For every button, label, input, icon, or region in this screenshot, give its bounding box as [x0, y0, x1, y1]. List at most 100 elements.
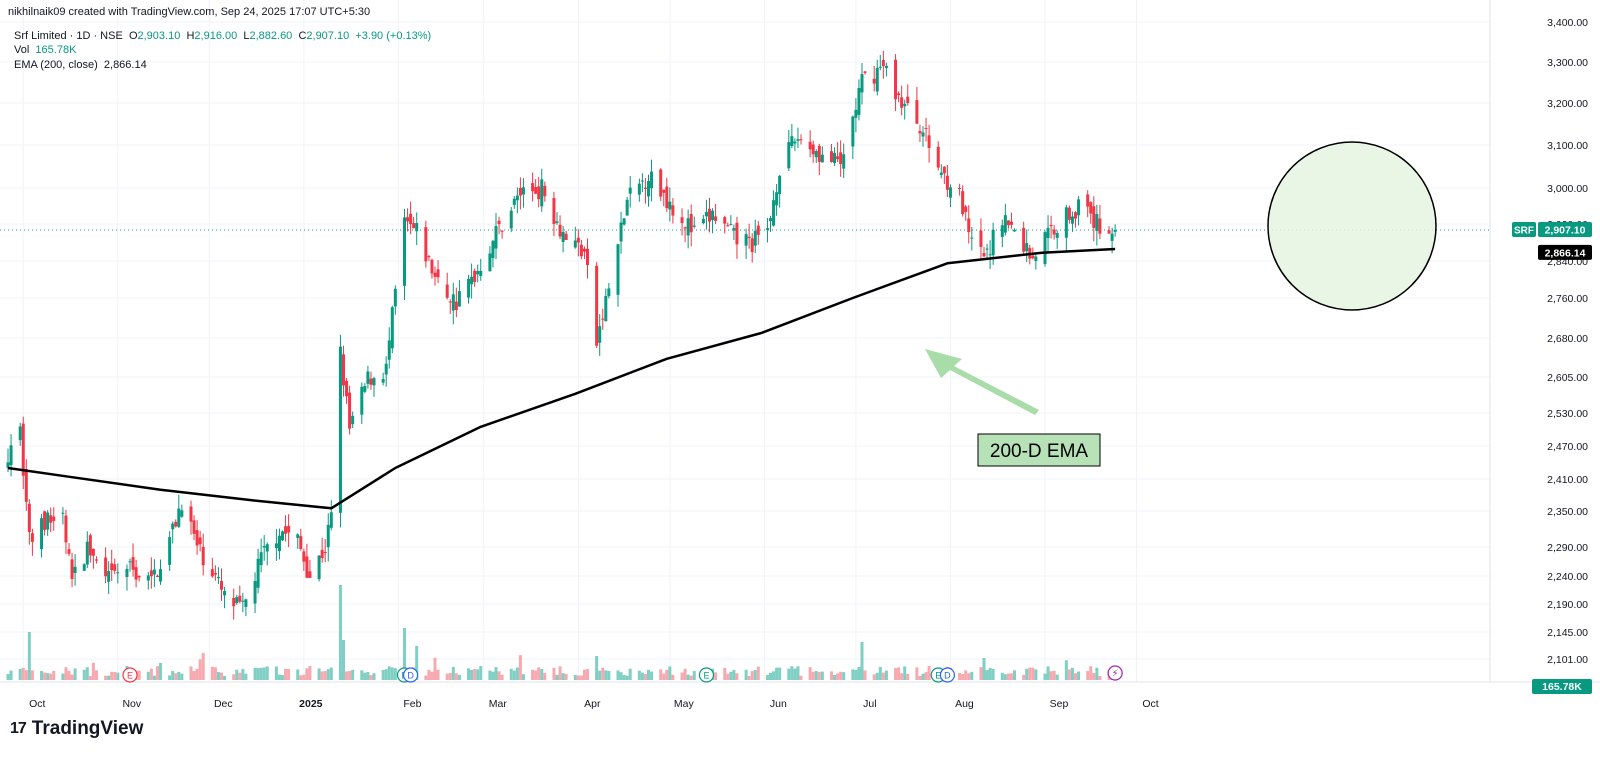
- dividend-icon: [939, 667, 956, 683]
- volume-badge-label: 165.78K: [1542, 681, 1582, 693]
- candle-body: [924, 127, 928, 129]
- tradingview-logo[interactable]: 17 TradingView: [10, 718, 143, 740]
- volume-bar: [30, 670, 34, 680]
- candle-body: [857, 87, 861, 115]
- candle-body: [897, 93, 901, 96]
- candle-body: [543, 185, 547, 197]
- candle-body: [1098, 218, 1102, 234]
- candle-body: [457, 291, 461, 307]
- candles: [6, 50, 1117, 620]
- candle-body: [1074, 212, 1077, 219]
- candle-body: [793, 141, 797, 144]
- candle-body: [61, 512, 65, 514]
- candle-body: [412, 223, 416, 229]
- x-tick-label: 2025: [299, 698, 323, 710]
- volume-bar: [543, 672, 547, 680]
- candle-body: [790, 136, 794, 147]
- volume-bar: [836, 673, 840, 680]
- x-axis[interactable]: Oct Nov Dec 2025 Feb Mar Apr May Jun Jul Aug Sep Oct: [29, 698, 1159, 710]
- y-tick-label: 2,410.00: [1547, 474, 1588, 486]
- candle-body: [88, 535, 92, 556]
- volume-bar: [1086, 671, 1090, 680]
- candle-body: [345, 380, 349, 397]
- candle-body: [296, 534, 300, 538]
- candle-body: [253, 580, 257, 604]
- volume-bar: [979, 667, 983, 680]
- volume-bar: [256, 668, 260, 680]
- candle-body: [436, 269, 440, 278]
- x-tick-label: Sep: [1050, 698, 1069, 710]
- volume-bar: [381, 669, 385, 680]
- candle-body: [1043, 232, 1047, 265]
- volume-bar: [323, 671, 327, 680]
- volume-bar: [64, 667, 68, 680]
- volume-bar: [1067, 669, 1071, 680]
- candle-body: [732, 228, 736, 231]
- volume-bar: [491, 671, 495, 680]
- candle-body: [967, 218, 971, 233]
- volume-bars: [6, 585, 1117, 680]
- candle-body: [842, 154, 846, 169]
- volume-bar: [1064, 660, 1068, 680]
- candle-body: [201, 546, 205, 566]
- symbol-line[interactable]: Srf Limited · 1D · NSE: [14, 30, 123, 42]
- candle-body: [1046, 227, 1050, 238]
- candle-body: [814, 151, 818, 158]
- volume-bar: [659, 669, 663, 680]
- ema-legend[interactable]: EMA (200, close) 2,866.14: [14, 59, 147, 71]
- candle-body: [363, 385, 367, 392]
- volume-bar: [216, 672, 220, 680]
- volume-bar: [476, 669, 480, 680]
- candle-body: [235, 597, 239, 604]
- candle-body: [323, 552, 327, 554]
- volume-bar: [796, 666, 800, 680]
- volume-bar: [348, 671, 352, 680]
- volume-bar: [180, 673, 184, 680]
- candle-body: [625, 199, 629, 216]
- volume-bar: [360, 670, 364, 680]
- volume-bar: [640, 672, 644, 680]
- y-tick-label: 2,290.00: [1547, 542, 1588, 554]
- volume-bar: [467, 668, 471, 680]
- volume-bar: [509, 668, 513, 680]
- volume-bar: [210, 666, 214, 680]
- tradingview-logo-icon: 17: [10, 720, 27, 737]
- candle-body: [256, 558, 260, 588]
- volume-bar: [814, 671, 818, 680]
- volume-bar: [284, 668, 288, 680]
- candle-body: [1003, 215, 1007, 233]
- volume-bar: [619, 672, 623, 680]
- candle-body: [360, 386, 364, 415]
- volume-bar: [110, 671, 114, 680]
- candle-body: [265, 544, 269, 552]
- volume-bar: [714, 672, 718, 680]
- volume-bar: [625, 675, 629, 680]
- volume-bar: [61, 673, 65, 680]
- volume-bar: [317, 668, 321, 680]
- candle-body: [241, 600, 245, 602]
- volume-bar: [1025, 668, 1029, 680]
- ema-price-label: 2,866.14: [1545, 247, 1586, 259]
- volume-bar: [753, 670, 757, 680]
- candle-body: [894, 59, 898, 100]
- volume-bar: [732, 670, 736, 680]
- y-tick-label: 2,680.00: [1547, 333, 1588, 345]
- volume-bar: [692, 670, 696, 680]
- candle-body: [711, 210, 715, 221]
- volume-legend[interactable]: Vol 165.78K: [14, 44, 76, 56]
- volume-bar: [1003, 674, 1007, 680]
- y-axis[interactable]: 2,101.00 2,145.00 2,190.00 2,240.00 2,290.00…: [1512, 17, 1592, 694]
- candle-body: [1070, 216, 1074, 224]
- candle-body: [622, 218, 626, 225]
- candle-body: [488, 253, 492, 272]
- volume-bar: [576, 675, 580, 680]
- candle-body: [406, 217, 410, 222]
- candle-body: [970, 237, 974, 239]
- volume-bar: [369, 675, 373, 680]
- volume-bar: [671, 674, 675, 680]
- candle-body: [509, 210, 513, 229]
- volume-bar: [1070, 667, 1074, 680]
- volume-bar: [970, 671, 974, 680]
- volume-bar: [643, 673, 647, 680]
